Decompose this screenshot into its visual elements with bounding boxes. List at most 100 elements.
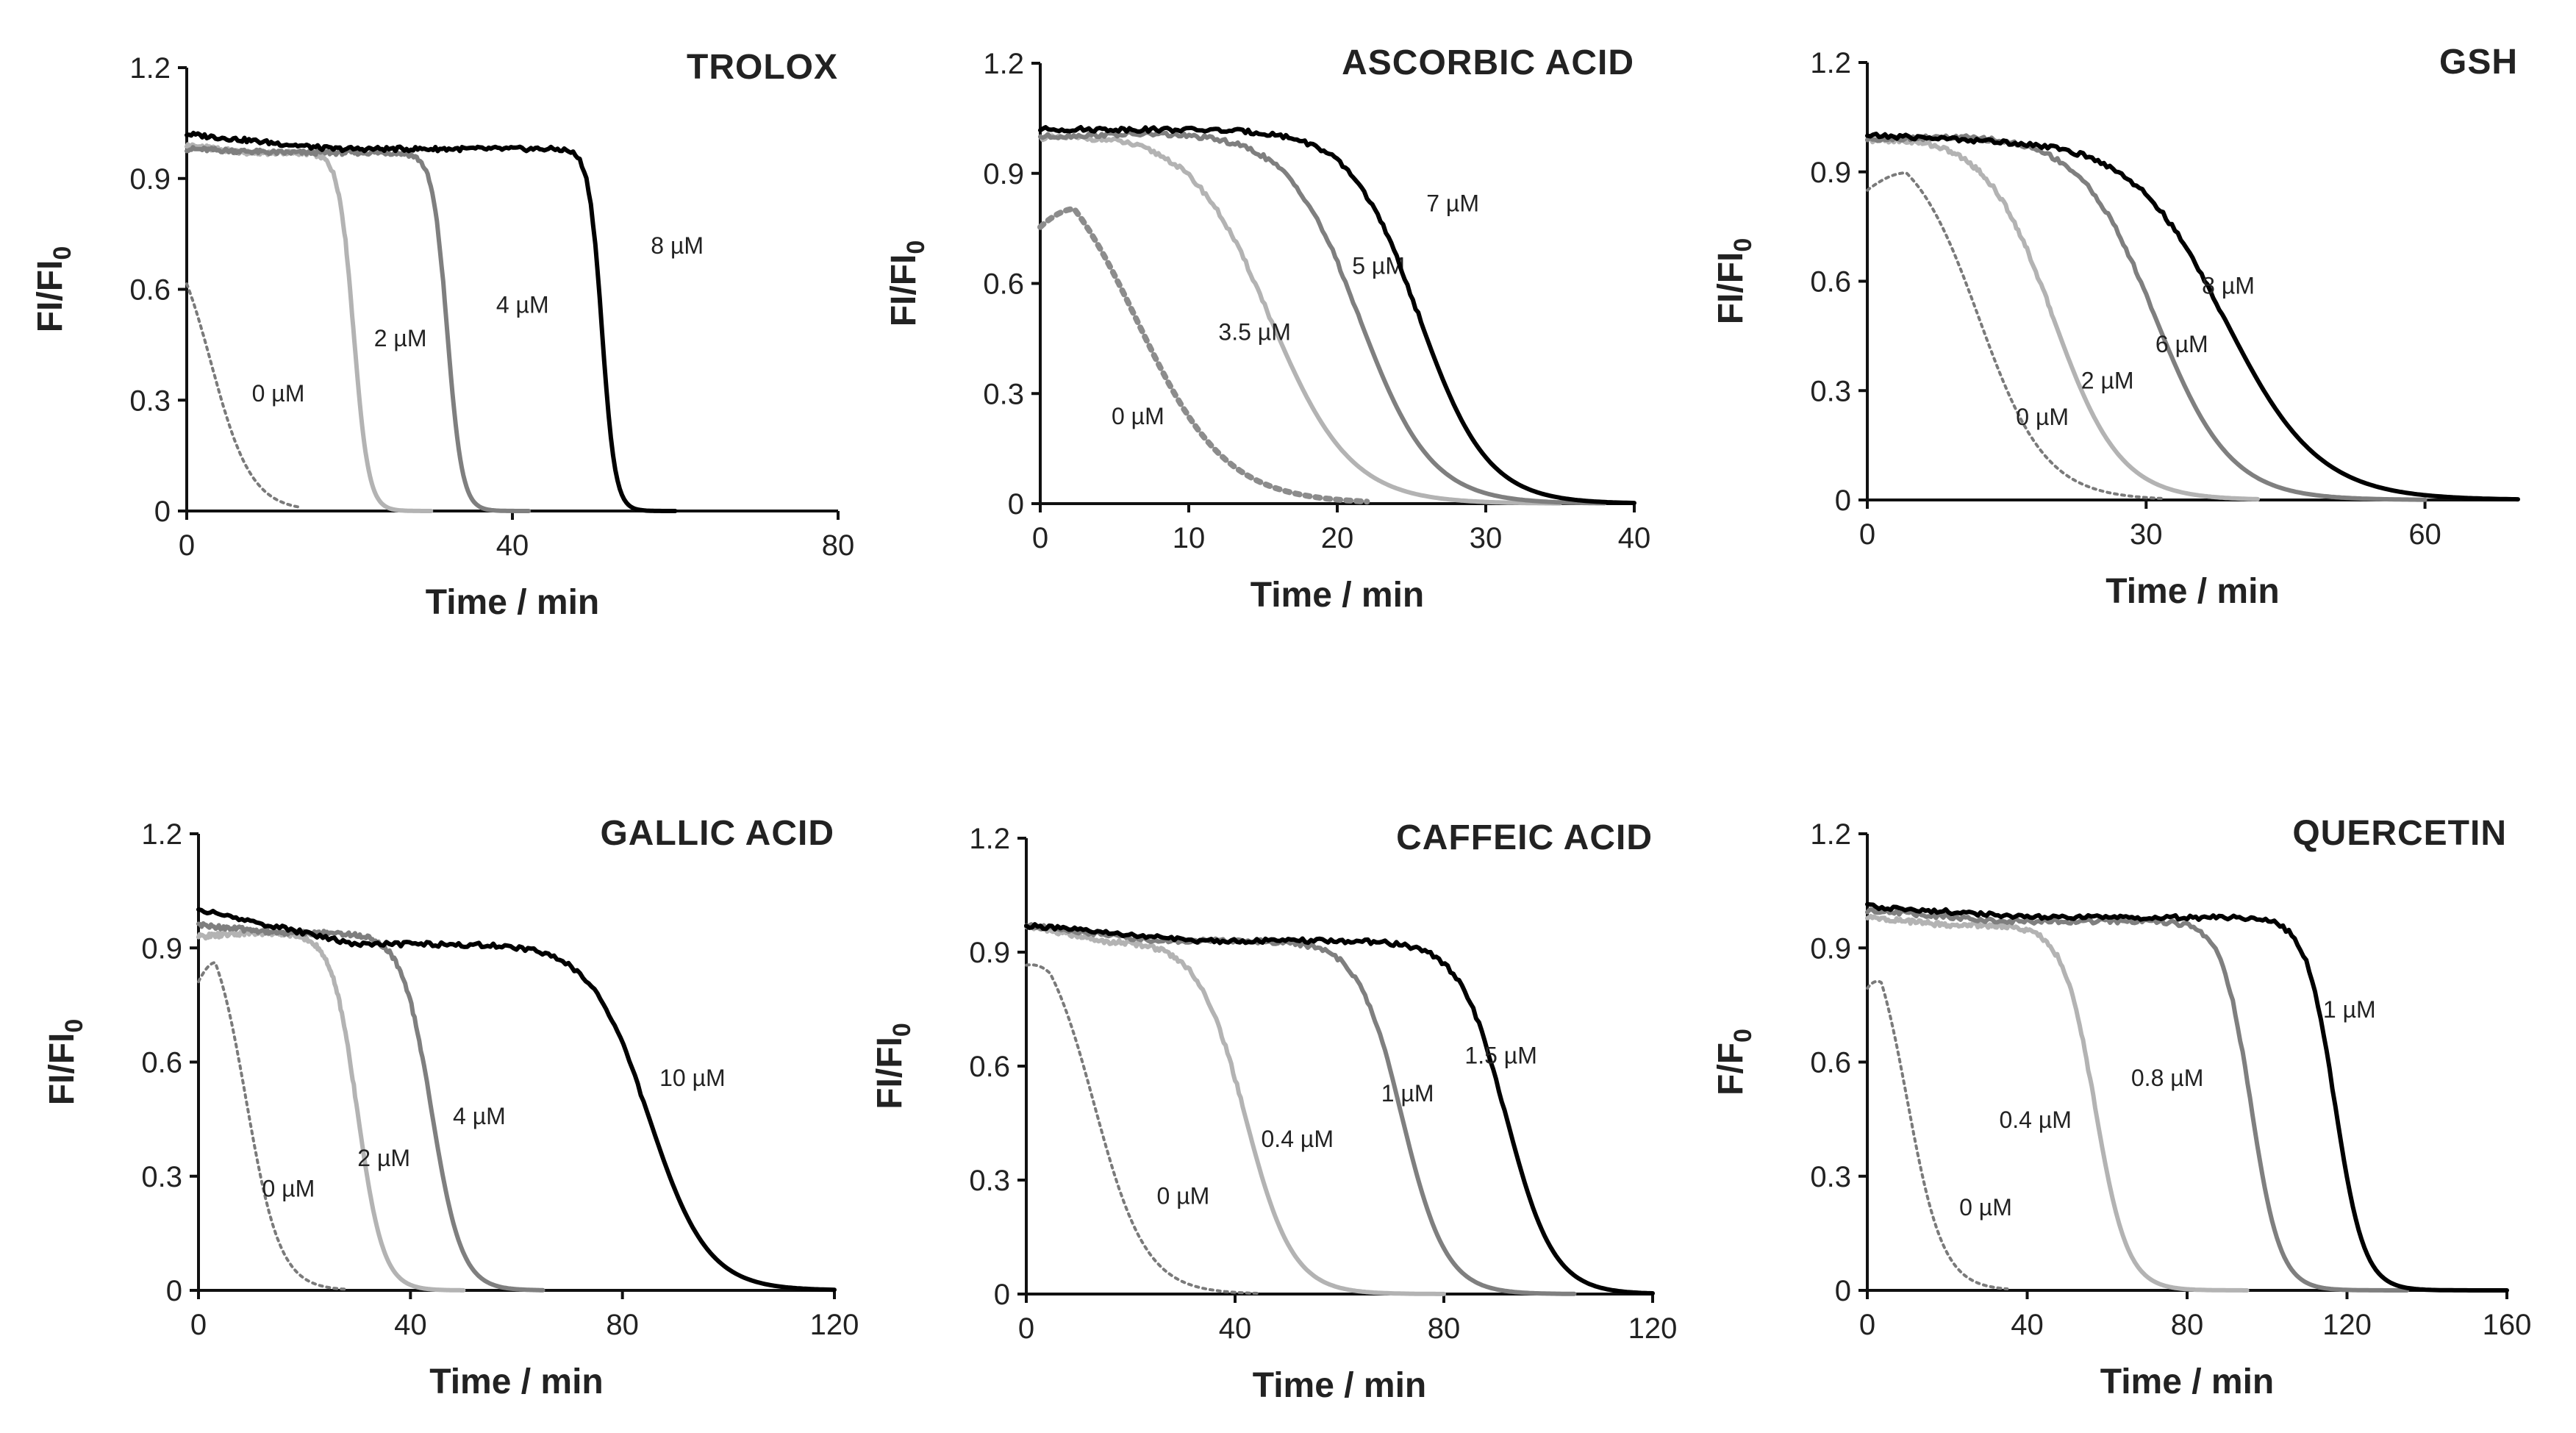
series-label: 3.5 µM	[1218, 318, 1290, 345]
panel-title: CAFFEIC ACID	[1396, 818, 1653, 857]
x-tick-label: 40	[496, 529, 529, 562]
y-tick-label: 1.2	[969, 823, 1010, 855]
series-label: 0 µM	[252, 380, 305, 407]
series-line	[1865, 901, 2509, 1293]
y-tick-label: 1.2	[983, 48, 1024, 80]
x-tick-label: 30	[1470, 522, 1503, 554]
y-axis-title-main: FI/FI	[31, 260, 70, 333]
series-label: 0.8 µM	[2131, 1065, 2203, 1091]
y-axis-title: FI/FI0	[31, 246, 76, 333]
series-label: 2 µM	[374, 325, 427, 351]
series-label: 2 µM	[357, 1145, 410, 1171]
x-axis-title: Time / min	[1251, 576, 1425, 615]
y-tick-label: 0	[154, 496, 171, 528]
series-line	[1866, 979, 2009, 1290]
y-tick-label: 1.2	[129, 52, 171, 85]
y-tick-label: 0.3	[129, 385, 171, 417]
y-axis-title: FI/FI0	[43, 1019, 88, 1106]
x-tick-label: 120	[1628, 1312, 1678, 1345]
y-tick-label: 0	[166, 1275, 182, 1307]
y-axis-title-main: FI/FI	[884, 254, 923, 327]
y-tick-label: 0.9	[969, 937, 1010, 969]
y-tick-label: 0.9	[983, 158, 1024, 190]
y-tick-label: 0.9	[1810, 932, 1851, 965]
series-label: 0.4 µM	[1262, 1126, 1334, 1152]
series-label: 4 µM	[496, 292, 549, 318]
x-tick-label: 30	[2130, 518, 2163, 551]
y-tick-label: 0.6	[1810, 1047, 1851, 1079]
panel-title: GSH	[2439, 43, 2518, 82]
series-line	[1037, 206, 1370, 505]
series-label: 0 µM	[2016, 404, 2069, 430]
y-axis-title-subscript: 0	[902, 240, 930, 254]
y-axis-title: FI/FI0	[870, 1023, 916, 1109]
y-tick-label: 0.6	[983, 268, 1024, 301]
series-line	[1025, 963, 1263, 1296]
y-axis-title-main: FI/FI	[1711, 252, 1750, 325]
y-tick-label: 0.3	[1810, 375, 1851, 407]
x-axis-title: Time / min	[2105, 572, 2280, 611]
x-tick-label: 0	[190, 1309, 207, 1341]
y-tick-label: 0	[1835, 485, 1851, 517]
y-axis-title-subscript: 0	[1729, 1029, 1757, 1043]
y-tick-label: 0	[1835, 1275, 1851, 1307]
series-line	[1865, 132, 2520, 502]
series-line	[1024, 922, 1577, 1296]
series-label: 8 µM	[651, 232, 704, 259]
x-tick-label: 60	[2408, 518, 2441, 551]
x-tick-label: 20	[1321, 522, 1354, 554]
series-line	[1038, 133, 1562, 506]
series-label: 0 µM	[1157, 1183, 1210, 1209]
x-axis-title: Time / min	[426, 583, 600, 622]
y-axis-title: FI/FI0	[884, 240, 930, 327]
series-line	[196, 907, 837, 1293]
series-line	[1024, 922, 1655, 1296]
x-tick-label: 120	[2322, 1309, 2372, 1341]
x-tick-label: 0	[1018, 1312, 1034, 1345]
series-line	[196, 921, 545, 1293]
series-label: 6 µM	[2155, 331, 2208, 357]
panel-title: QUERCETIN	[2292, 814, 2507, 853]
x-tick-label: 40	[394, 1309, 427, 1341]
y-tick-label: 0.3	[983, 378, 1024, 410]
series-line	[1865, 907, 2410, 1293]
panel-title: GALLIC ACID	[600, 814, 834, 853]
y-tick-label: 0.6	[129, 274, 171, 307]
series-label: 1 µM	[2323, 996, 2376, 1023]
x-axis-title: Time / min	[429, 1362, 604, 1401]
series-label: 0 µM	[1112, 403, 1164, 429]
y-tick-label: 0.9	[1810, 157, 1851, 189]
y-axis-title: FI/FI0	[1711, 238, 1757, 325]
y-tick-label: 0.9	[129, 163, 171, 196]
series-line	[1038, 129, 1607, 506]
series-line	[197, 961, 348, 1291]
y-tick-label: 0.9	[141, 932, 182, 965]
series-label: 8 µM	[2202, 272, 2255, 299]
y-axis-title-main: FI/FI	[870, 1037, 909, 1109]
y-tick-label: 0	[994, 1279, 1010, 1311]
y-tick-label: 1.2	[141, 818, 182, 851]
y-tick-label: 0.3	[1810, 1161, 1851, 1193]
x-tick-label: 160	[2483, 1309, 2532, 1341]
x-tick-label: 40	[1618, 522, 1651, 554]
y-axis-title-subscript: 0	[1729, 238, 1757, 252]
series-label: 1.5 µM	[1464, 1043, 1536, 1069]
x-tick-label: 80	[1428, 1312, 1461, 1345]
y-axis-title-main: F/F	[1711, 1043, 1750, 1096]
panel-title: TROLOX	[687, 48, 838, 87]
x-tick-label: 0	[1032, 522, 1048, 554]
series-line	[1865, 133, 2427, 502]
series-line	[185, 145, 532, 513]
y-tick-label: 0.6	[1810, 266, 1851, 299]
series-label: 0.4 µM	[1999, 1107, 2071, 1133]
y-axis-title-subscript: 0	[60, 1019, 88, 1033]
series-label: 1 µM	[1381, 1080, 1434, 1107]
y-axis-title: F/F0	[1711, 1029, 1757, 1096]
series-line	[1865, 136, 2260, 501]
x-tick-label: 80	[822, 529, 855, 562]
x-tick-label: 0	[1859, 518, 1875, 551]
